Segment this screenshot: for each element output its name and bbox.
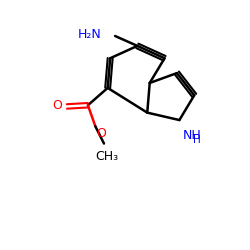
- Text: O: O: [96, 128, 106, 140]
- Text: NH: NH: [183, 129, 202, 142]
- Text: H: H: [193, 136, 201, 145]
- Text: O: O: [52, 99, 62, 112]
- Text: H₂N: H₂N: [78, 28, 102, 41]
- Text: CH₃: CH₃: [95, 150, 118, 163]
